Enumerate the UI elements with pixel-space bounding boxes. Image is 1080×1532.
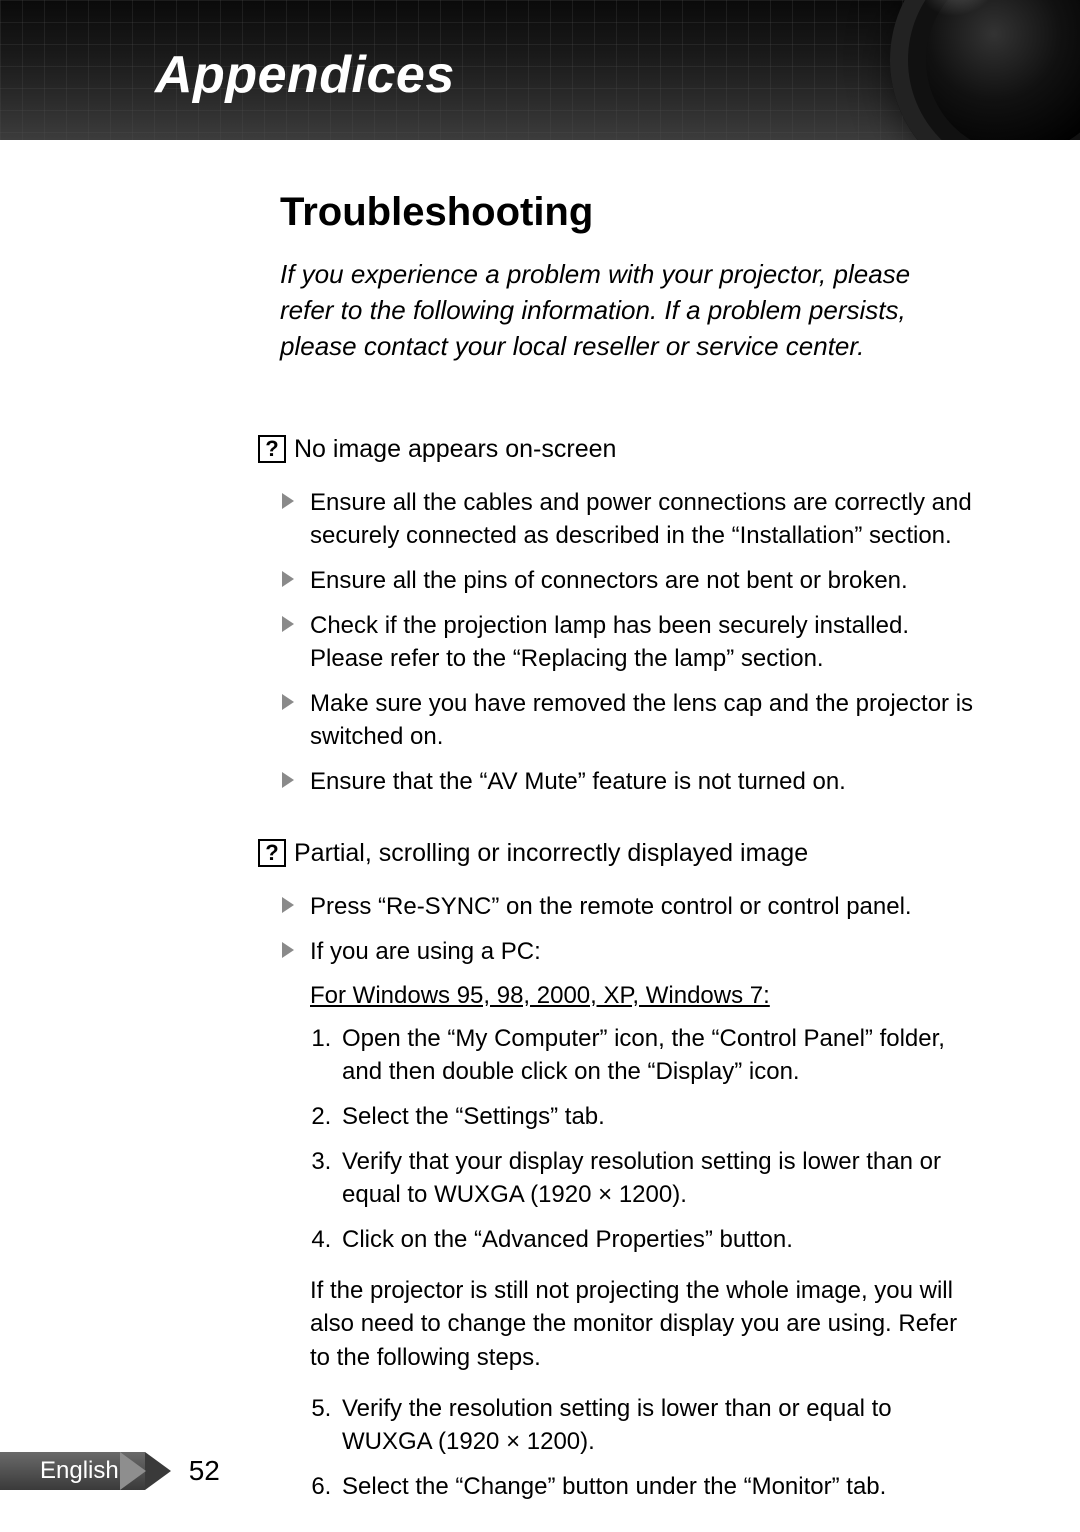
- list-item: Ensure that the “AV Mute” feature is not…: [280, 765, 980, 798]
- sub-heading-underline: For Windows 95, 98, 2000, XP, Windows 7:: [310, 982, 980, 1010]
- page-footer: English 52: [0, 1452, 220, 1490]
- lens-graphic: [890, 0, 1080, 140]
- triangle-bullet-icon: [282, 942, 294, 958]
- triangle-bullet-icon: [282, 493, 294, 509]
- bullet-list: Ensure all the cables and power connecti…: [280, 486, 980, 799]
- numbered-text: Select the “Settings” tab.: [342, 1103, 605, 1130]
- list-item: If you are using a PC:: [280, 935, 980, 968]
- list-item: Press “Re-SYNC” on the remote control or…: [280, 890, 980, 923]
- language-label: English: [40, 1457, 119, 1485]
- bullet-list: Press “Re-SYNC” on the remote control or…: [280, 890, 980, 968]
- header-band: Appendices: [0, 0, 1080, 140]
- mid-paragraph: If the projector is still not projecting…: [310, 1274, 980, 1373]
- triangle-bullet-icon: [282, 616, 294, 632]
- section-title: Troubleshooting: [280, 190, 980, 235]
- list-item: Verify the resolution setting is lower t…: [338, 1392, 980, 1458]
- bullet-text: Ensure all the pins of connectors are no…: [310, 567, 908, 594]
- bullet-text: Ensure that the “AV Mute” feature is not…: [310, 768, 846, 795]
- list-item: Ensure all the cables and power connecti…: [280, 486, 980, 552]
- bullet-text: Make sure you have removed the lens cap …: [310, 690, 973, 750]
- numbered-text: Select the “Change” button under the “Mo…: [342, 1473, 886, 1500]
- list-item: Open the “My Computer” icon, the “Contro…: [338, 1022, 980, 1088]
- qa-heading-text: No image appears on-screen: [294, 435, 616, 464]
- bullet-text: Check if the projection lamp has been se…: [310, 612, 909, 672]
- numbered-text: Click on the “Advanced Properties” butto…: [342, 1226, 793, 1253]
- numbered-text: Open the “My Computer” icon, the “Contro…: [342, 1025, 945, 1085]
- header-title: Appendices: [155, 45, 455, 105]
- question-icon: ?: [258, 435, 286, 463]
- triangle-bullet-icon: [282, 694, 294, 710]
- bullet-text: Ensure all the cables and power connecti…: [310, 489, 972, 549]
- qa-heading-text: Partial, scrolling or incorrectly displa…: [294, 839, 808, 868]
- triangle-bullet-icon: [282, 772, 294, 788]
- section-intro: If you experience a problem with your pr…: [280, 257, 980, 365]
- bullet-text: Press “Re-SYNC” on the remote control or…: [310, 893, 912, 920]
- page-number: 52: [189, 1455, 220, 1487]
- qa-block: ? No image appears on-screen Ensure all …: [280, 435, 980, 799]
- bullet-text: If you are using a PC:: [310, 938, 541, 965]
- list-item: Check if the projection lamp has been se…: [280, 609, 980, 675]
- list-item: Select the “Change” button under the “Mo…: [338, 1470, 980, 1503]
- list-item: Select the “Settings” tab.: [338, 1100, 980, 1133]
- list-item: Click on the “Advanced Properties” butto…: [338, 1223, 980, 1256]
- qa-block: ? Partial, scrolling or incorrectly disp…: [280, 839, 980, 1504]
- qa-heading: ? No image appears on-screen: [258, 435, 980, 464]
- numbered-text: Verify that your display resolution sett…: [342, 1148, 941, 1208]
- content-area: Troubleshooting If you experience a prob…: [0, 140, 1080, 1503]
- numbered-text: Verify the resolution setting is lower t…: [342, 1395, 892, 1455]
- footer-arrow-shadow-icon: [120, 1452, 146, 1490]
- numbered-list-continued: Verify the resolution setting is lower t…: [338, 1392, 980, 1503]
- list-item: Verify that your display resolution sett…: [338, 1145, 980, 1211]
- triangle-bullet-icon: [282, 897, 294, 913]
- qa-heading: ? Partial, scrolling or incorrectly disp…: [258, 839, 980, 868]
- list-item: Make sure you have removed the lens cap …: [280, 687, 980, 753]
- numbered-list: Open the “My Computer” icon, the “Contro…: [338, 1022, 980, 1257]
- footer-arrow-icon: [145, 1452, 171, 1490]
- list-item: Ensure all the pins of connectors are no…: [280, 564, 980, 597]
- triangle-bullet-icon: [282, 571, 294, 587]
- question-icon: ?: [258, 839, 286, 867]
